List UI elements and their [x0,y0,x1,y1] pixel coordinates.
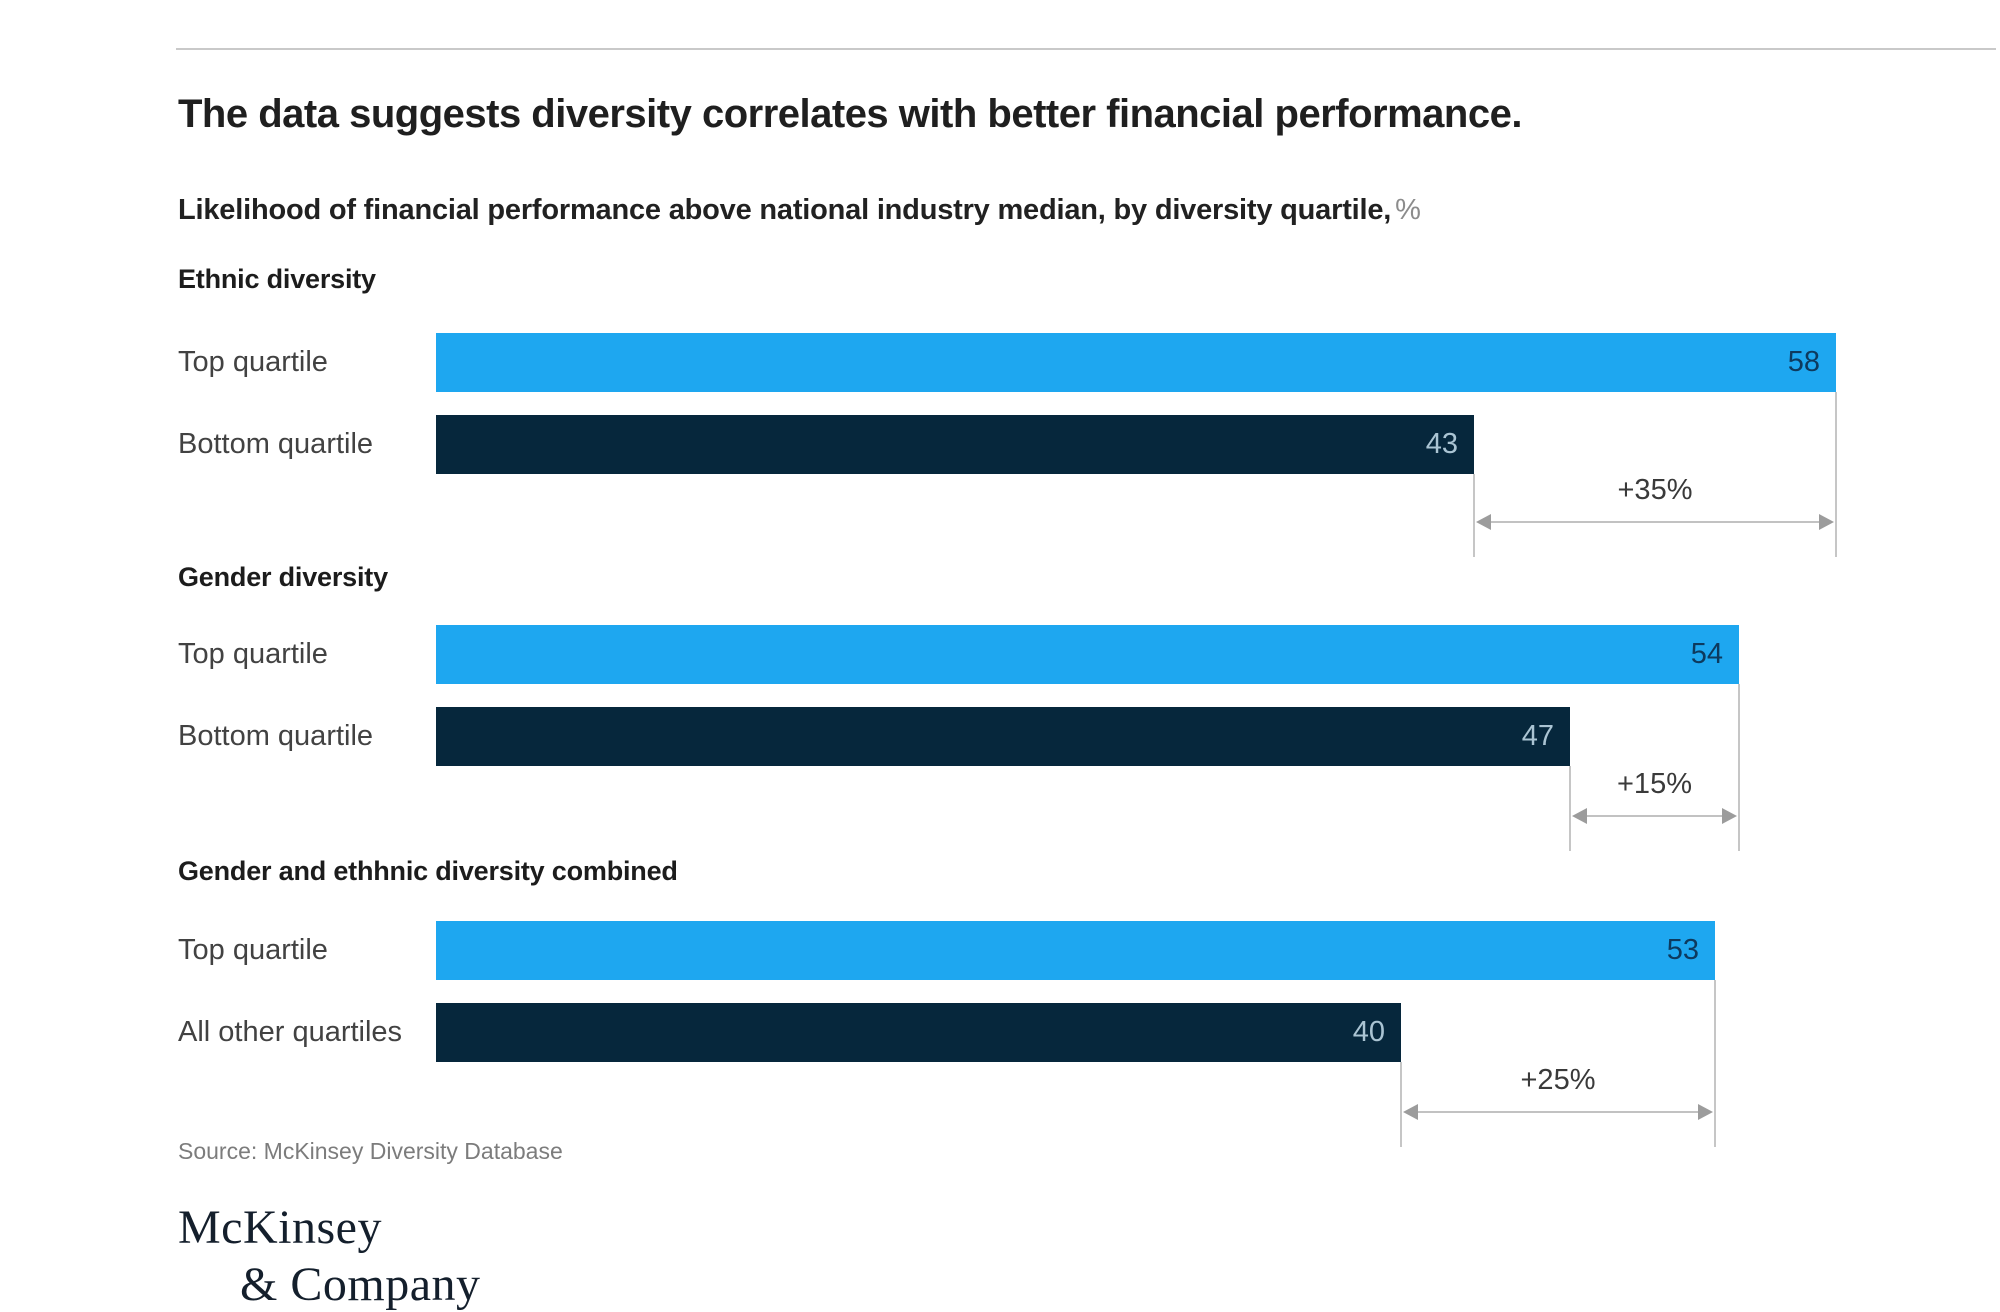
bracket-line-left [1473,474,1475,557]
delta-arrowhead-right [1698,1104,1713,1120]
group-heading: Ethnic diversity [178,264,376,294]
delta-label: +15% [1617,768,1692,800]
bar-label: Bottom quartile [178,720,374,752]
bar-label: Top quartile [178,346,328,378]
logo-line-company: & Company [240,1258,481,1311]
delta-arrow [1582,815,1727,817]
delta-arrowhead-right [1819,514,1834,530]
delta-arrowhead-right [1722,808,1737,824]
group-heading: Gender diversity [178,562,388,592]
bar-label: All other quartiles [178,1016,403,1048]
bar-value: 43 [1425,428,1458,460]
bar-label: Top quartile [178,934,328,966]
bar-value: 54 [1690,638,1723,670]
bar-value: 47 [1521,720,1554,752]
logo-line-mckinsey: McKinsey [178,1201,382,1254]
bracket-line-right [1835,392,1837,557]
bar-bottom-quartile: 40 [436,1003,1401,1062]
delta-arrowhead-left [1403,1104,1418,1120]
bar-value: 40 [1352,1016,1385,1048]
bar-top-quartile: 53 [436,921,1715,980]
delta-arrow [1486,521,1824,523]
bracket-line-right [1738,684,1740,851]
bracket-line-left [1400,1062,1402,1147]
bar-value: 58 [1787,346,1820,378]
bar-value: 53 [1666,934,1699,966]
bar-top-quartile: 58 [436,333,1836,392]
delta-arrowhead-left [1572,808,1587,824]
bar-label: Bottom quartile [178,428,374,460]
source-note: Source: McKinsey Diversity Database [178,1138,563,1164]
mckinsey-logo: McKinsey & Company [178,1200,481,1312]
delta-label: +35% [1617,474,1693,506]
bar-top-quartile: 54 [436,625,1739,684]
delta-arrowhead-left [1476,514,1491,530]
delta-label: +25% [1520,1064,1596,1096]
bracket-line-right [1714,980,1716,1147]
subtitle-unit: % [1395,194,1421,226]
bar-bottom-quartile: 47 [436,707,1570,766]
subtitle-text: Likelihood of financial performance abov… [178,194,1392,226]
bracket-line-left [1569,766,1571,851]
bar-label: Top quartile [178,638,328,670]
top-divider [176,48,1996,50]
bar-bottom-quartile: 43 [436,415,1474,474]
page-title: The data suggests diversity correlates w… [178,92,1522,136]
chart-subtitle: Likelihood of financial performance abov… [178,194,1878,227]
delta-arrow [1413,1111,1703,1113]
group-heading: Gender and ethhnic diversity combined [178,856,678,886]
